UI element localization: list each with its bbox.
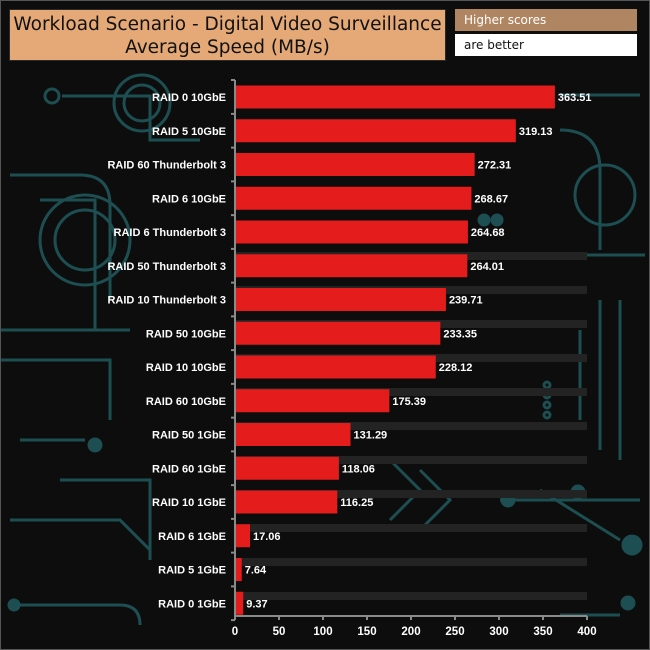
category-label: RAID 60 Thunderbolt 3 xyxy=(107,160,226,172)
value-label: 7.64 xyxy=(245,565,267,577)
x-tick-label: 300 xyxy=(489,626,508,638)
value-label: 228.12 xyxy=(439,362,473,374)
category-label: RAID 10 10GbE xyxy=(146,362,226,374)
value-label: 17.06 xyxy=(253,531,281,543)
value-label: 233.35 xyxy=(443,328,477,340)
category-label: RAID 5 10GbE xyxy=(152,126,226,138)
bar xyxy=(235,490,338,514)
value-label: 239.71 xyxy=(449,295,483,307)
x-tick-label: 50 xyxy=(273,626,286,638)
bar xyxy=(235,186,472,210)
bar xyxy=(235,524,251,548)
value-label: 272.31 xyxy=(478,160,512,172)
value-label: 264.68 xyxy=(471,227,505,239)
bar xyxy=(235,423,351,446)
x-tick-label: 0 xyxy=(232,626,238,638)
category-label: RAID 6 1GbE xyxy=(158,531,226,543)
bar xyxy=(235,591,244,615)
x-tick-label: 250 xyxy=(445,626,464,638)
are-better-badge: are better xyxy=(455,34,637,56)
category-label: RAID 0 1GbE xyxy=(158,598,226,610)
value-label: 131.29 xyxy=(354,430,388,442)
category-label: RAID 10 Thunderbolt 3 xyxy=(107,295,226,307)
bar xyxy=(235,456,339,480)
category-label: RAID 50 1GbE xyxy=(152,430,226,442)
axes-group: RAID 0 10GbE 363.51 RAID 5 10GbE 319.13 RAID… xyxy=(107,79,597,638)
category-label: RAID 5 1GbE xyxy=(158,565,226,577)
value-label: 175.39 xyxy=(392,396,426,408)
x-tick-label: 150 xyxy=(357,626,376,638)
value-label: 116.25 xyxy=(340,497,373,509)
bar xyxy=(235,389,390,413)
bar xyxy=(235,153,475,176)
value-label: 363.51 xyxy=(558,92,592,104)
x-tick-label: 100 xyxy=(313,626,332,638)
bar xyxy=(235,321,441,345)
bar-group xyxy=(235,85,555,615)
category-label: RAID 50 10GbE xyxy=(146,328,226,340)
bar xyxy=(235,355,436,379)
bar xyxy=(235,85,555,109)
value-label: 264.01 xyxy=(470,261,504,273)
value-label: 268.67 xyxy=(474,193,508,205)
value-label: 319.13 xyxy=(519,126,553,138)
category-label: RAID 6 10GbE xyxy=(152,193,226,205)
bar xyxy=(235,288,446,311)
x-tick-label: 200 xyxy=(401,626,420,638)
bar xyxy=(235,254,468,278)
category-label: RAID 6 Thunderbolt 3 xyxy=(114,227,226,239)
bar xyxy=(235,119,516,143)
category-label: RAID 10 1GbE xyxy=(152,497,226,509)
category-label: RAID 60 1GbE xyxy=(152,463,226,475)
bar xyxy=(235,220,468,244)
chart-subtitle: Average Speed (MB/s) xyxy=(125,37,330,58)
chart-title: Workload Scenario - Digital Video Survei… xyxy=(13,14,442,35)
category-label: RAID 0 10GbE xyxy=(152,92,226,104)
bar xyxy=(235,558,242,581)
category-label: RAID 60 10GbE xyxy=(146,396,226,408)
x-tick-label: 350 xyxy=(533,626,552,638)
higher-scores-badge: Higher scores xyxy=(455,9,637,31)
category-label: RAID 50 Thunderbolt 3 xyxy=(107,261,226,273)
chart-title-box: Workload Scenario - Digital Video Survei… xyxy=(9,9,446,61)
x-tick-label: 400 xyxy=(577,626,596,638)
value-label: 9.37 xyxy=(246,598,267,610)
value-label: 118.06 xyxy=(342,463,375,475)
